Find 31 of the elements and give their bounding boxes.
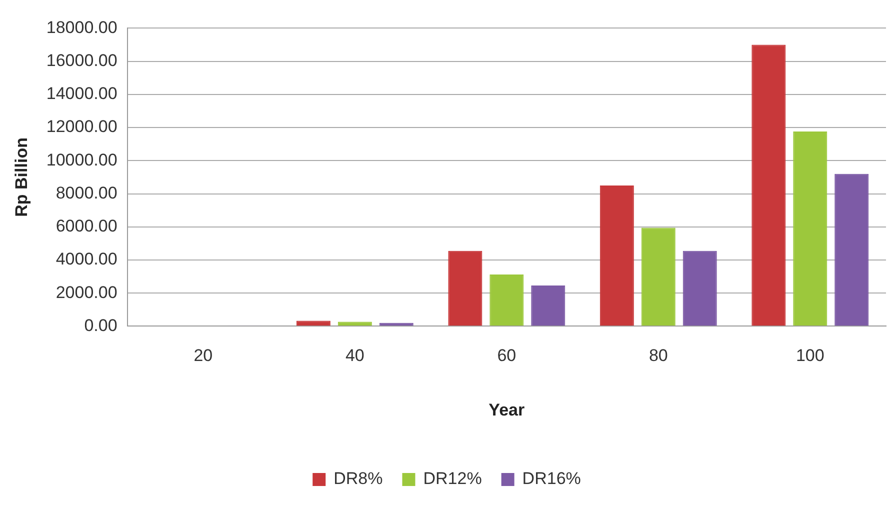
bar (834, 174, 869, 326)
bar (296, 320, 330, 326)
bar (448, 250, 482, 326)
y-tick-label: 4000.00 (56, 250, 118, 269)
y-tick-label: 2000.00 (56, 282, 118, 302)
legend-label: DR8% (334, 469, 383, 488)
y-tick-label: 8000.00 (56, 183, 118, 202)
bar (338, 322, 372, 326)
x-tick-label: 40 (345, 346, 364, 366)
legend-label: DR16% (522, 469, 581, 488)
x-tick-label: 20 (194, 346, 213, 366)
bar (600, 185, 634, 326)
legend-label: DR12% (423, 469, 482, 488)
bar (793, 132, 828, 326)
bar (490, 274, 524, 326)
bar (641, 228, 676, 326)
y-tick-label: 12000.00 (46, 117, 118, 136)
y-tick-label: 18000.00 (46, 18, 118, 37)
bar (531, 285, 566, 326)
y-axis-title: Rp Billion (12, 138, 31, 217)
x-tick-label: 60 (497, 346, 516, 366)
bar (682, 250, 717, 326)
x-tick-label: 80 (648, 346, 668, 366)
bar (752, 44, 786, 326)
y-tick-label: 6000.00 (56, 216, 118, 236)
y-tick-label: 16000.00 (46, 51, 118, 70)
y-tick-label: 10000.00 (46, 150, 118, 170)
x-axis-title: Year (488, 400, 525, 420)
x-tick-label: 100 (796, 346, 824, 366)
y-tick-label: 14000.00 (46, 84, 118, 104)
y-tick-label: 0.00 (84, 316, 118, 335)
